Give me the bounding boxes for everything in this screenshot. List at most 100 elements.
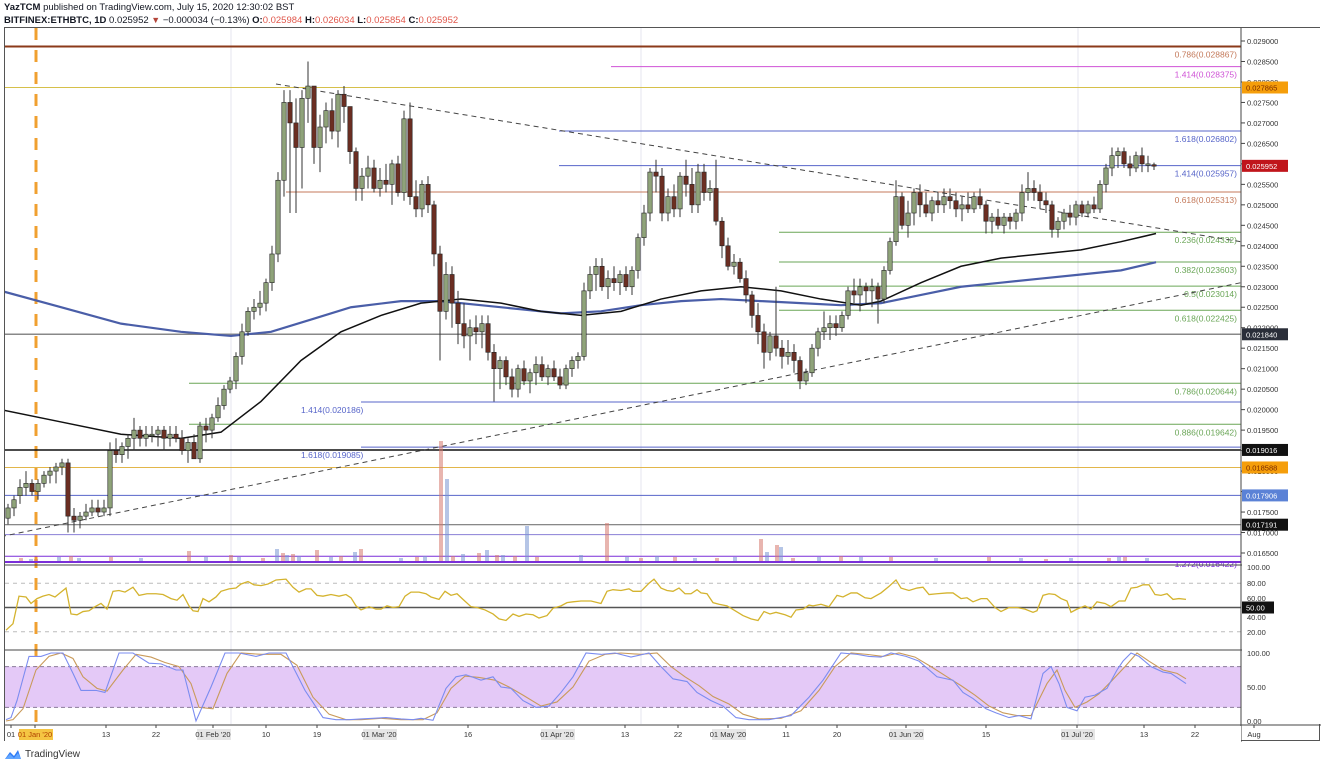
candle-body — [719, 220, 725, 247]
volume-bar — [485, 550, 489, 561]
candle-body — [413, 196, 419, 210]
volume-bar — [495, 555, 499, 561]
candle-body — [863, 286, 869, 292]
candle-body — [521, 368, 527, 382]
price-label-tag — [1242, 518, 1288, 531]
volume-bar — [285, 555, 289, 561]
time-tick-label: 10 — [262, 730, 270, 739]
candle-body — [323, 110, 329, 128]
candle-body — [1079, 204, 1085, 214]
price-label-text: 0.027865 — [1246, 83, 1277, 92]
candle-body — [305, 85, 311, 99]
tradingview-logo[interactable]: TradingView — [4, 749, 80, 760]
time-tick-label: Aug — [1247, 730, 1260, 739]
time-tick-label: 19 — [313, 730, 321, 739]
candle-body — [167, 433, 173, 439]
candle-body — [191, 442, 197, 460]
price-tick-label: 0.025500 — [1247, 180, 1278, 189]
candle-body — [83, 511, 89, 517]
volume-bar — [673, 557, 677, 561]
candle-body — [491, 351, 497, 369]
candle-body — [65, 462, 71, 517]
candle-body — [845, 290, 851, 316]
candle-body — [989, 216, 995, 222]
volume-bar — [339, 556, 343, 561]
price-tick-label: 0.029000 — [1247, 37, 1278, 46]
price-tick-label: 0.026500 — [1247, 139, 1278, 148]
volume-bar — [605, 523, 609, 561]
stoch-tick-label: 0.00 — [1247, 717, 1262, 726]
candle-body — [731, 261, 737, 267]
candle-body — [755, 315, 761, 333]
candle-body — [1145, 163, 1151, 166]
candle-body — [587, 274, 593, 292]
time-tick-label: 16 — [464, 730, 472, 739]
volume-bar — [445, 479, 449, 561]
candle-body — [53, 466, 59, 472]
price-chart[interactable]: 0.786(0.028867) 1.414(0.028375) 1.618(0.02… — [5, 28, 1321, 742]
price-tick-label: 0.022000 — [1247, 324, 1278, 333]
rsi-tick-label: 80.00 — [1247, 579, 1266, 588]
time-tick-label: 13 — [102, 730, 110, 739]
high-label: H: — [304, 15, 315, 26]
volume-bar — [261, 558, 265, 561]
fib-level-label: 0.236(0.024332) — [1175, 235, 1238, 245]
candle-body — [557, 376, 563, 386]
candle-body — [533, 364, 539, 374]
volume-bar — [77, 558, 81, 561]
candle-body — [1019, 192, 1025, 214]
candle-body — [1001, 216, 1007, 226]
down-arrow-icon: ▼ — [151, 15, 161, 25]
chart-header: YazTCM published on TradingView.com, Jul… — [4, 2, 458, 27]
candle-body — [869, 286, 875, 292]
candle-body — [929, 200, 935, 214]
candle-body — [389, 163, 395, 185]
volume-bar — [839, 556, 843, 561]
candle-body — [137, 429, 143, 439]
candle-body — [743, 278, 749, 296]
author-name[interactable]: YazTCM — [4, 2, 41, 13]
price-label-text: 0.021840 — [1246, 330, 1277, 339]
candle-body — [161, 429, 167, 439]
price-tick-label: 0.019500 — [1247, 426, 1278, 435]
candle-body — [257, 302, 263, 308]
candle-body — [551, 368, 557, 378]
candle-body — [635, 237, 641, 271]
time-tick-label: 01 Feb '20 — [195, 730, 230, 739]
candle-body — [995, 216, 1001, 226]
tradingview-cloud-icon — [5, 750, 21, 759]
volume-bar — [733, 557, 737, 561]
price-label-tag — [1242, 159, 1288, 172]
volume-bar — [399, 558, 403, 561]
candle-body — [467, 327, 473, 337]
candle-body — [545, 368, 551, 378]
close-label: C: — [408, 15, 419, 26]
volume-bar — [987, 557, 991, 561]
chart-container[interactable]: 0.786(0.028867) 1.414(0.028375) 1.618(0.02… — [4, 27, 1321, 742]
candle-body — [947, 196, 953, 202]
candle-body — [791, 351, 797, 361]
time-tick-label: 01 May '20 — [710, 730, 746, 739]
rsi-tick-label: 20.00 — [1247, 628, 1266, 637]
price-tick-label: 0.027500 — [1247, 98, 1278, 107]
candle-body — [1091, 204, 1097, 210]
candle-body — [851, 290, 857, 296]
candle-body — [1103, 167, 1109, 185]
volume-bar — [229, 555, 233, 561]
stoch-d-line — [5, 652, 1187, 722]
candle-body — [1025, 188, 1031, 193]
fib-level-label: 0.886(0.019642) — [1175, 427, 1238, 437]
candle-body — [41, 474, 47, 484]
candle-body — [839, 315, 845, 329]
rsi-tick-label: 60.00 — [1247, 594, 1266, 603]
brand-label: TradingView — [25, 749, 81, 760]
candle-body — [47, 470, 53, 476]
fib-level-label: 0.5(0.023014) — [1184, 289, 1237, 299]
symbol-label: BITFINEX:ETHBTC, 1D — [4, 15, 107, 26]
candle-body — [617, 274, 623, 283]
time-tick-label: 01 Jan '20 — [18, 730, 52, 739]
volume-bar — [535, 557, 539, 561]
candle-body — [725, 245, 731, 267]
volume-bar — [477, 553, 481, 561]
price-tick-label: 0.024000 — [1247, 242, 1278, 251]
